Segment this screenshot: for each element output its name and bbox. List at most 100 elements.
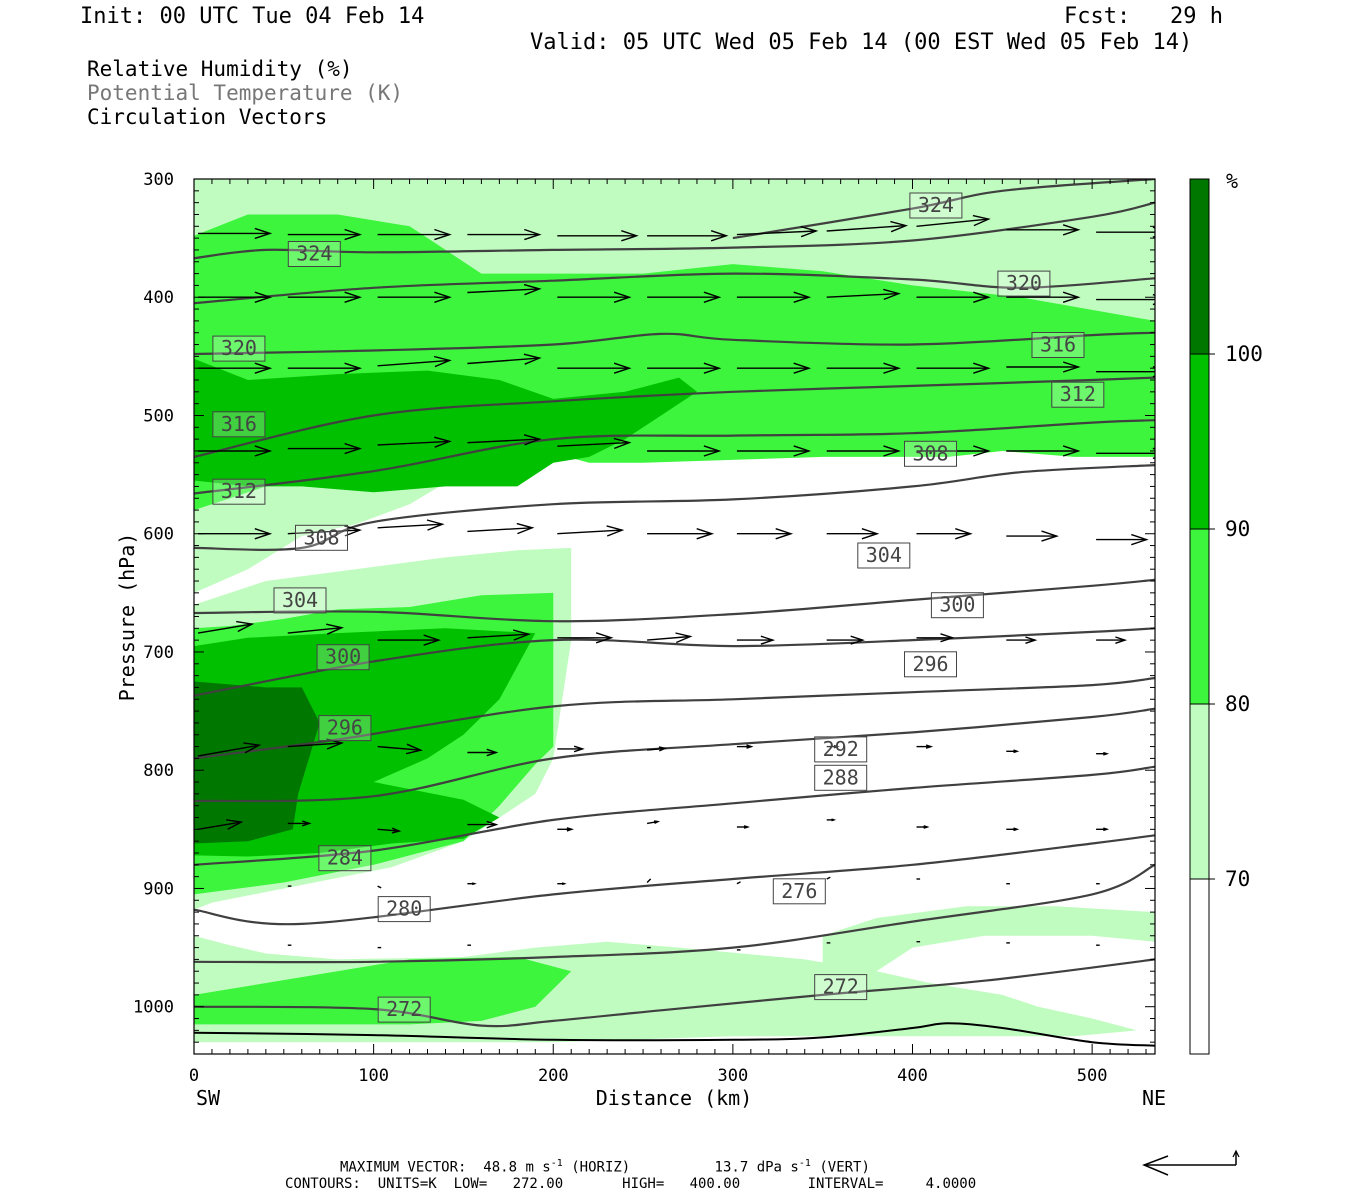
x-tick-label: 300: [718, 1066, 749, 1086]
theta-label-10: 304: [857, 542, 911, 569]
vector-arrow-53: [1006, 530, 1059, 542]
theta-label-17: 288: [814, 764, 868, 791]
theta-label-text: 300: [939, 593, 975, 617]
vector-arrow-74: [916, 744, 934, 749]
max-vector-label: MAXIMUM VECTOR:: [340, 1159, 467, 1176]
vector-arrow-33: [198, 445, 273, 457]
legend-rh: Relative Humidity (%): [87, 57, 353, 81]
vector-arrow-38: [647, 445, 722, 457]
theta-label-text: 292: [823, 737, 859, 761]
vector-arrow-9: [1006, 224, 1081, 236]
vector-arrow-13: [377, 291, 452, 303]
vector-arrow-21: [1096, 293, 1155, 306]
colorbar-label: 90: [1225, 517, 1250, 541]
theta-label-text: 320: [1006, 271, 1042, 295]
theta-contour-296: [194, 627, 1155, 697]
theta-label-13: 300: [316, 644, 370, 671]
vector-arrow-41: [916, 445, 991, 457]
theta-label-16: 292: [814, 736, 868, 763]
theta-contour-288: [194, 707, 1155, 803]
vector-arrow-27: [647, 362, 722, 374]
y-tick-label: 900: [143, 880, 174, 900]
contours-line: CONTOURS: UNITS=K LOW= 272.00 HIGH= 400.…: [285, 1176, 977, 1192]
vector-arrow-24: [377, 355, 452, 368]
vector-arrow-64: [1006, 636, 1038, 644]
vector-arrow-55: [197, 620, 255, 634]
vector-arrow-3: [467, 228, 542, 241]
vector-arrow-58: [467, 629, 531, 641]
vector-arrow-78: [287, 820, 312, 827]
x-tick-label: 0: [189, 1066, 199, 1086]
theta-contour-284: [194, 765, 1155, 866]
theta-contour-280: [194, 834, 1155, 926]
vector-arrow-40: [826, 445, 901, 457]
colorbar-segment-3: [1189, 703, 1210, 880]
vector-arrow-26: [557, 362, 632, 374]
theta-label-text: 320: [221, 336, 257, 360]
rh-fill-layer: [194, 179, 1155, 1043]
theta-label-11: 304: [273, 587, 327, 614]
vector-arrow-80: [467, 820, 499, 829]
vector-arrow-92: [646, 878, 652, 883]
legend-theta: Potential Temperature (K): [87, 81, 404, 105]
rh-region-100-9: [194, 681, 320, 844]
vector-arrow-94: [826, 876, 831, 880]
theta-label-22: 272: [377, 996, 431, 1023]
vert-unit: dPa s: [756, 1159, 799, 1176]
vector-arrow-72: [736, 744, 754, 749]
vector-arrow-22: [198, 362, 273, 374]
horiz-unit: m s: [525, 1159, 551, 1176]
y-tick-label: 500: [143, 407, 174, 427]
vector-arrow-11: [198, 291, 273, 303]
theta-label-19: 280: [377, 896, 431, 923]
y-tick-label: 300: [143, 170, 174, 190]
vector-arrow-10: [1096, 226, 1155, 238]
theta-label-8: 308: [904, 440, 957, 467]
y-tick-label: 1000: [133, 998, 174, 1018]
vector-arrow-5: [647, 230, 729, 242]
vector-arrow-18: [826, 288, 901, 301]
vector-arrow-50: [736, 528, 794, 540]
theta-label-7: 312: [212, 478, 266, 505]
vector-arrow-73: [826, 744, 840, 749]
vector-arrow-44: [198, 528, 273, 540]
y-tick-label: 800: [143, 761, 174, 781]
vector-arrow-47: [467, 522, 535, 535]
vector-arrow-82: [646, 820, 661, 825]
theta-label-20: 276: [772, 878, 826, 905]
vector-arrow-69: [467, 748, 499, 757]
vector-arrow-90: [467, 882, 477, 886]
theta-label-text: 316: [1040, 333, 1076, 357]
vector-arrow-6: [736, 225, 819, 238]
theta-label-text: 284: [327, 846, 363, 870]
vector-arrow-28: [736, 362, 812, 374]
vector-arrow-14: [467, 283, 542, 296]
theta-label-text: 308: [303, 525, 339, 549]
x-axis-title: Distance (km): [596, 1086, 753, 1110]
theta-label-text: 324: [918, 193, 954, 217]
theta-label-3: 320: [212, 335, 266, 362]
theta-contour-320: [194, 272, 1155, 305]
theta-label-text: 296: [912, 652, 948, 676]
vector-arrow-43: [1096, 447, 1155, 460]
theta-label-text: 272: [823, 975, 859, 999]
theta-contour-304: [194, 464, 1155, 551]
rh-region-70-3: [786, 906, 1155, 1001]
vector-arrow-71: [647, 746, 668, 752]
vector-arrow-68: [377, 743, 424, 755]
y-axis-title: Pressure (hPa): [115, 533, 139, 702]
vector-arrow-36: [467, 434, 542, 446]
theta-label-text: 288: [823, 765, 859, 789]
theta-label-text: 316: [221, 412, 257, 436]
vector-arrow-15: [557, 291, 632, 303]
x-left-label: SW: [196, 1086, 221, 1110]
x-tick-label: 400: [897, 1066, 928, 1086]
theta-label-text: 304: [282, 588, 318, 612]
terrain-line: [194, 1022, 1155, 1047]
vector-arrow-52: [916, 528, 973, 540]
theta-label-text: 280: [386, 897, 422, 921]
vector-arrow-86: [1006, 827, 1020, 832]
colorbar-segment-0: [1189, 178, 1210, 355]
vert-note: (VERT): [819, 1159, 870, 1176]
